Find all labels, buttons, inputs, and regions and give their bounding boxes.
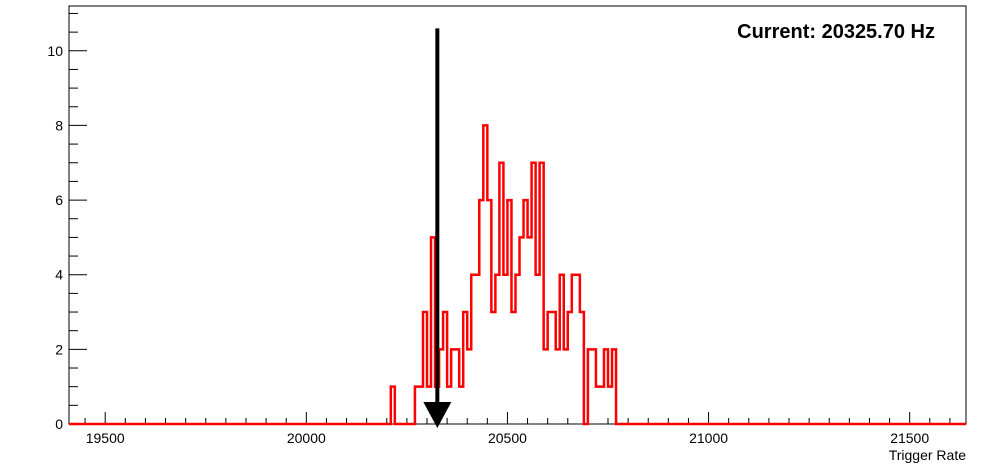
y-tick-label: 4 xyxy=(55,267,63,283)
x-tick-label: 19500 xyxy=(86,430,125,446)
x-tick-label: 21500 xyxy=(890,430,929,446)
marker-layer xyxy=(423,28,452,428)
y-tick-label: 10 xyxy=(47,43,63,59)
y-tick-label: 0 xyxy=(55,416,63,432)
x-tick-label: 20000 xyxy=(287,430,326,446)
y-tick-label: 6 xyxy=(55,192,63,208)
y-tick-label: 8 xyxy=(55,117,63,133)
current-arrow-head xyxy=(423,402,452,428)
y-axis-ticks: 0 2 4 6 8 10 xyxy=(47,12,87,432)
x-tick-label: 20500 xyxy=(488,430,527,446)
histogram-series-line xyxy=(69,124,966,426)
plot-frame xyxy=(68,5,967,425)
series-layer xyxy=(69,124,966,426)
x-tick-label: 21000 xyxy=(689,430,728,446)
x-axis-ticks: 19500 20000 20500 21000 21500 xyxy=(84,412,951,446)
x-axis-label: Trigger Rate xyxy=(889,447,967,463)
current-rate-annotation: Current: 20325.70 Hz xyxy=(737,21,935,43)
y-tick-label: 2 xyxy=(55,341,63,357)
